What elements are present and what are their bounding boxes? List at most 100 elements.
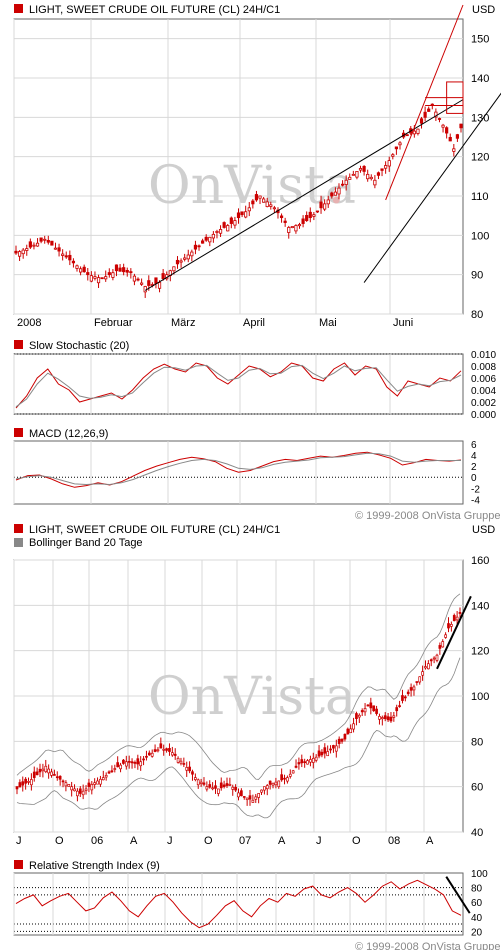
candle-body xyxy=(373,179,377,186)
candle-body xyxy=(165,748,168,751)
candle-body xyxy=(140,282,144,285)
trendline xyxy=(436,595,472,670)
red-trendline xyxy=(385,4,464,201)
candle-body xyxy=(274,781,278,786)
stoch-marker xyxy=(14,340,23,349)
candle-body xyxy=(387,160,391,167)
candle-body xyxy=(35,771,39,776)
candle-body xyxy=(211,233,215,239)
candle-body xyxy=(303,761,307,764)
candle-body xyxy=(87,782,91,788)
candle-body xyxy=(412,686,416,691)
channel-lower-line xyxy=(144,99,464,291)
candle-body xyxy=(78,268,83,273)
candle-body xyxy=(35,242,40,247)
candle-body xyxy=(179,260,183,263)
y-tick-label: 130 xyxy=(471,112,489,124)
candle-body xyxy=(76,790,79,797)
candle-body xyxy=(378,716,381,720)
candle-body xyxy=(447,623,450,629)
x-tick-label: Juni xyxy=(393,317,413,329)
y-tick-label: 40 xyxy=(471,913,483,924)
candle-body xyxy=(194,777,197,780)
copyright-bottom: © 1999-2008 OnVista Gruppe xyxy=(355,941,501,950)
x-tick-label: J xyxy=(167,835,173,847)
candle-body xyxy=(300,759,304,764)
candle-body xyxy=(14,250,18,254)
candle-body xyxy=(170,752,174,756)
candle-body xyxy=(73,788,76,792)
candle-body xyxy=(366,173,370,180)
candle-body xyxy=(272,207,276,210)
y-tick-label: 120 xyxy=(471,152,489,164)
bollinger-lower-band xyxy=(16,657,461,819)
candle-body xyxy=(323,747,327,754)
y-tick-label: 20 xyxy=(471,927,483,938)
candle-body xyxy=(260,789,263,793)
candle-body xyxy=(437,118,442,120)
top-price-title: LIGHT, SWEET CRUDE OIL FUTURE (CL) 24H/C… xyxy=(29,4,280,16)
candle-body xyxy=(391,154,395,157)
y-tick-label: 60 xyxy=(471,782,483,794)
candle-body xyxy=(245,797,249,801)
x-tick-label: O xyxy=(204,835,213,847)
x-tick-label: 2008 xyxy=(17,317,41,329)
watermark-bottom: OnVista xyxy=(148,667,356,727)
candle-body xyxy=(175,259,180,265)
bottom-currency: USD xyxy=(472,524,495,536)
candle-body xyxy=(208,784,212,788)
candle-body xyxy=(107,272,111,276)
candle-body xyxy=(96,277,101,284)
candle-body xyxy=(162,748,166,751)
candle-body xyxy=(445,127,449,134)
candle-body xyxy=(344,179,348,185)
candle-body xyxy=(84,788,88,791)
candle-body xyxy=(308,211,312,219)
candle-body xyxy=(124,761,128,767)
candle-body xyxy=(53,774,56,776)
candle-body xyxy=(263,786,266,791)
candle-body xyxy=(100,277,104,280)
candle-body xyxy=(50,771,53,776)
macd-title: MACD (12,26,9) xyxy=(29,428,108,440)
candle-body xyxy=(142,758,145,761)
candle-body xyxy=(323,203,327,210)
candle-body xyxy=(268,780,272,785)
candle-body xyxy=(190,251,194,257)
candle-body xyxy=(118,267,122,272)
candle-body xyxy=(50,240,54,246)
candle-body xyxy=(27,781,30,783)
candle-body xyxy=(340,738,344,742)
candle-body xyxy=(191,771,194,775)
candle-body xyxy=(215,230,219,233)
x-tick-label: O xyxy=(55,835,64,847)
title-marker xyxy=(14,4,23,13)
candle-body xyxy=(337,738,341,744)
x-tick-label: 08 xyxy=(388,835,400,847)
candle-body xyxy=(39,237,43,242)
copyright-top: © 1999-2008 OnVista Gruppe xyxy=(355,510,501,522)
candle-body xyxy=(197,245,201,248)
candle-body xyxy=(337,187,341,195)
candle-body xyxy=(415,681,419,683)
stoch-k-line xyxy=(15,362,462,409)
candle-body xyxy=(403,696,407,699)
candle-body xyxy=(71,260,76,264)
y-tick-label: 100 xyxy=(471,230,489,242)
y-tick-label: 80 xyxy=(471,884,483,895)
y-tick-label: 6 xyxy=(471,440,477,451)
candle-body xyxy=(441,641,445,648)
macd-signal-line xyxy=(15,452,461,486)
candle-body xyxy=(386,716,390,721)
candle-body xyxy=(136,278,140,281)
bottom-title-marker xyxy=(14,524,23,533)
stoch-d-line xyxy=(15,364,462,408)
candle-body xyxy=(297,224,302,227)
candle-body xyxy=(319,201,323,209)
candle-body xyxy=(455,616,459,621)
x-tick-label: A xyxy=(278,835,286,847)
y-tick-label: 0 xyxy=(471,473,477,484)
candle-body xyxy=(24,778,27,784)
candle-body xyxy=(290,226,294,229)
